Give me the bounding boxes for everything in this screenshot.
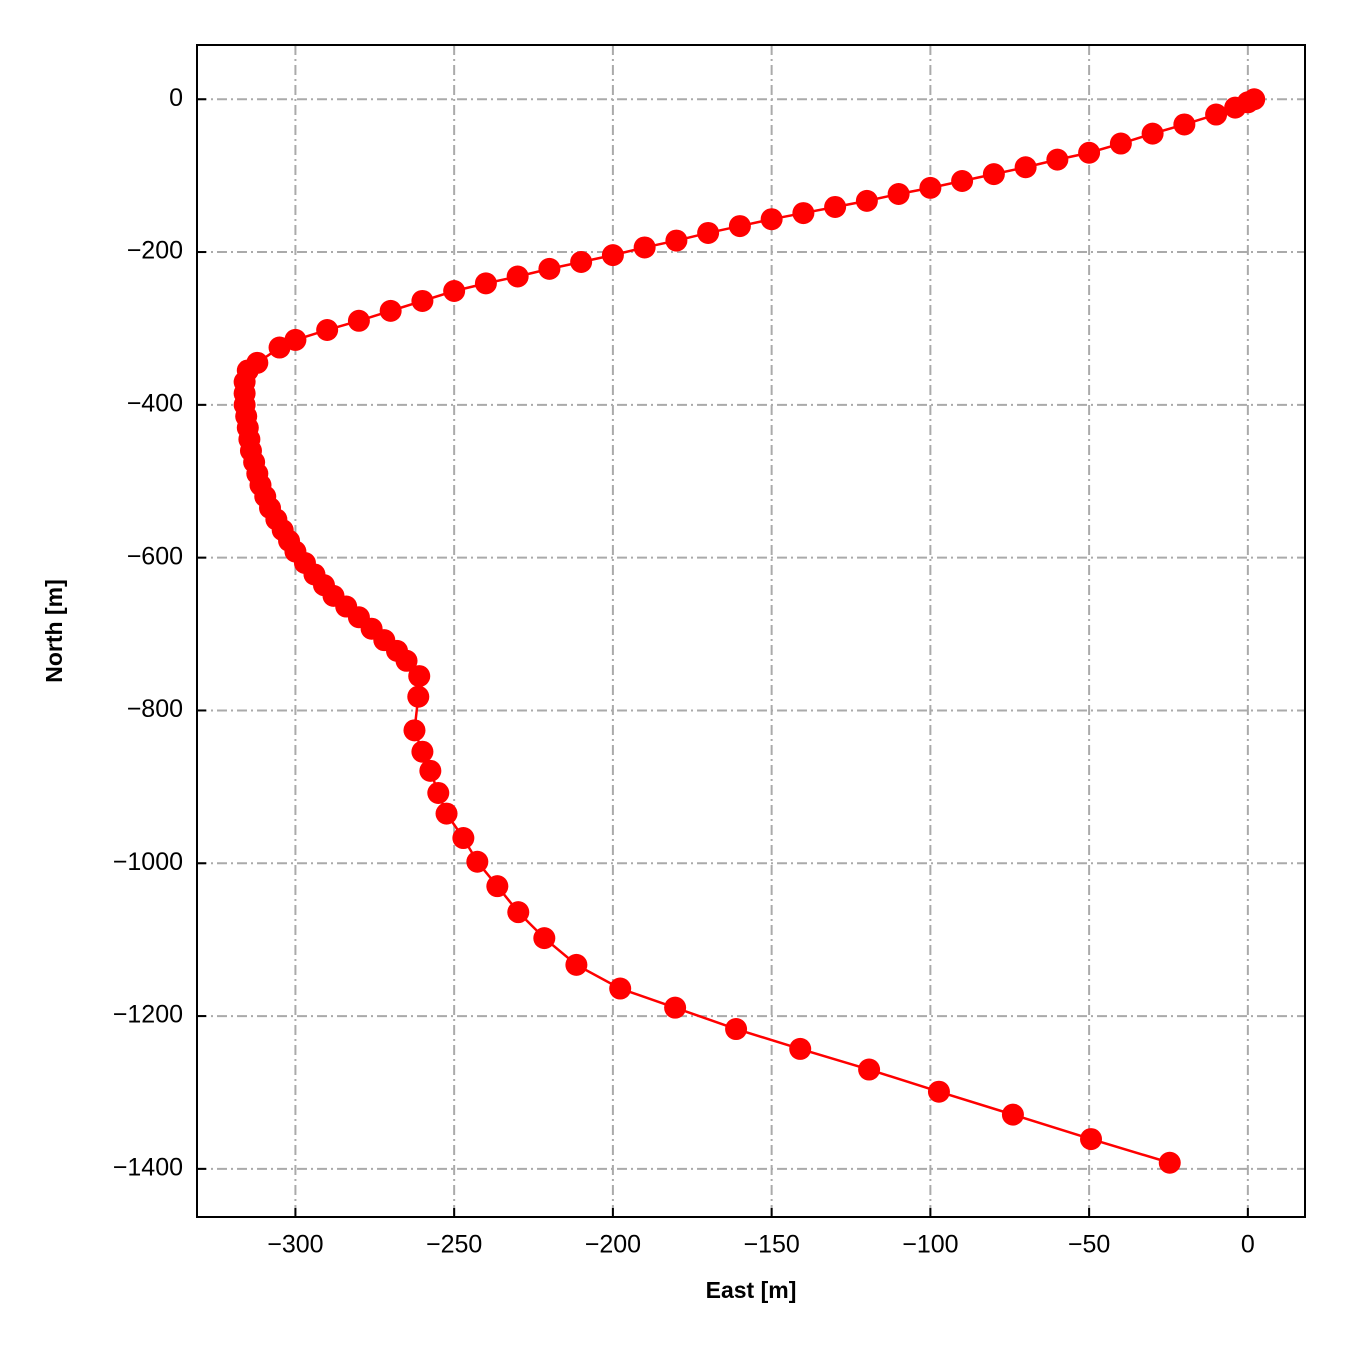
marker [466, 850, 489, 873]
marker [664, 996, 687, 1019]
marker [855, 189, 878, 212]
marker [379, 299, 402, 322]
marker [408, 665, 431, 688]
marker [760, 208, 783, 231]
marker [419, 759, 442, 782]
marker [1109, 132, 1132, 155]
marker [403, 719, 426, 742]
marker [919, 176, 942, 199]
y-tick-label: −400 [127, 389, 183, 417]
marker [725, 1018, 748, 1041]
marker [1080, 1128, 1103, 1151]
y-tick-label: −1200 [113, 1001, 183, 1029]
marker [1001, 1103, 1024, 1126]
x-tick-label: −300 [267, 1231, 323, 1259]
marker [565, 953, 588, 976]
marker [570, 250, 593, 273]
marker [1205, 103, 1228, 126]
marker [697, 221, 720, 244]
x-tick-label: −100 [902, 1231, 958, 1259]
marker [982, 163, 1005, 186]
marker [411, 740, 434, 763]
marker [1046, 148, 1069, 171]
marker [407, 685, 430, 708]
marker [824, 195, 847, 218]
marker [633, 236, 656, 259]
y-tick-label: 0 [169, 84, 183, 112]
marker [411, 289, 434, 312]
y-tick-label: −800 [127, 695, 183, 723]
marker [728, 215, 751, 238]
marker [1173, 113, 1196, 136]
marker [1141, 122, 1164, 145]
plot-frame [196, 44, 1306, 1218]
x-tick-label: −50 [1068, 1231, 1110, 1259]
x-tick-label: −200 [585, 1231, 641, 1259]
marker [1158, 1151, 1181, 1174]
marker [951, 169, 974, 192]
marker [452, 827, 475, 850]
marker [533, 927, 556, 950]
marker [609, 977, 632, 1000]
x-axis-label: East [m] [706, 1277, 797, 1303]
marker [395, 649, 418, 672]
y-tick-label: −600 [127, 542, 183, 570]
marker [792, 202, 815, 225]
y-tick-label: −200 [127, 237, 183, 265]
marker [887, 182, 910, 205]
marker [427, 781, 450, 804]
marker [665, 229, 688, 252]
marker [474, 272, 497, 295]
marker [927, 1080, 950, 1103]
y-tick-label: −1400 [113, 1153, 183, 1181]
x-tick-label: 0 [1241, 1231, 1255, 1259]
marker [316, 318, 339, 341]
marker [435, 802, 458, 825]
y-axis-label: North [m] [41, 579, 67, 682]
x-tick-label: −250 [426, 1231, 482, 1259]
marker [1078, 141, 1101, 164]
marker [507, 901, 530, 924]
marker [506, 265, 529, 288]
marker [268, 336, 291, 359]
marker [789, 1037, 812, 1060]
x-tick-label: −150 [743, 1231, 799, 1259]
marker [601, 244, 624, 267]
marker [858, 1058, 881, 1081]
marker [486, 875, 509, 898]
marker [443, 280, 466, 303]
marker [538, 257, 561, 280]
marker [347, 309, 370, 332]
marker [1014, 156, 1037, 179]
marker [1224, 96, 1247, 119]
y-tick-label: −1000 [113, 848, 183, 876]
series-line [243, 98, 1255, 1164]
